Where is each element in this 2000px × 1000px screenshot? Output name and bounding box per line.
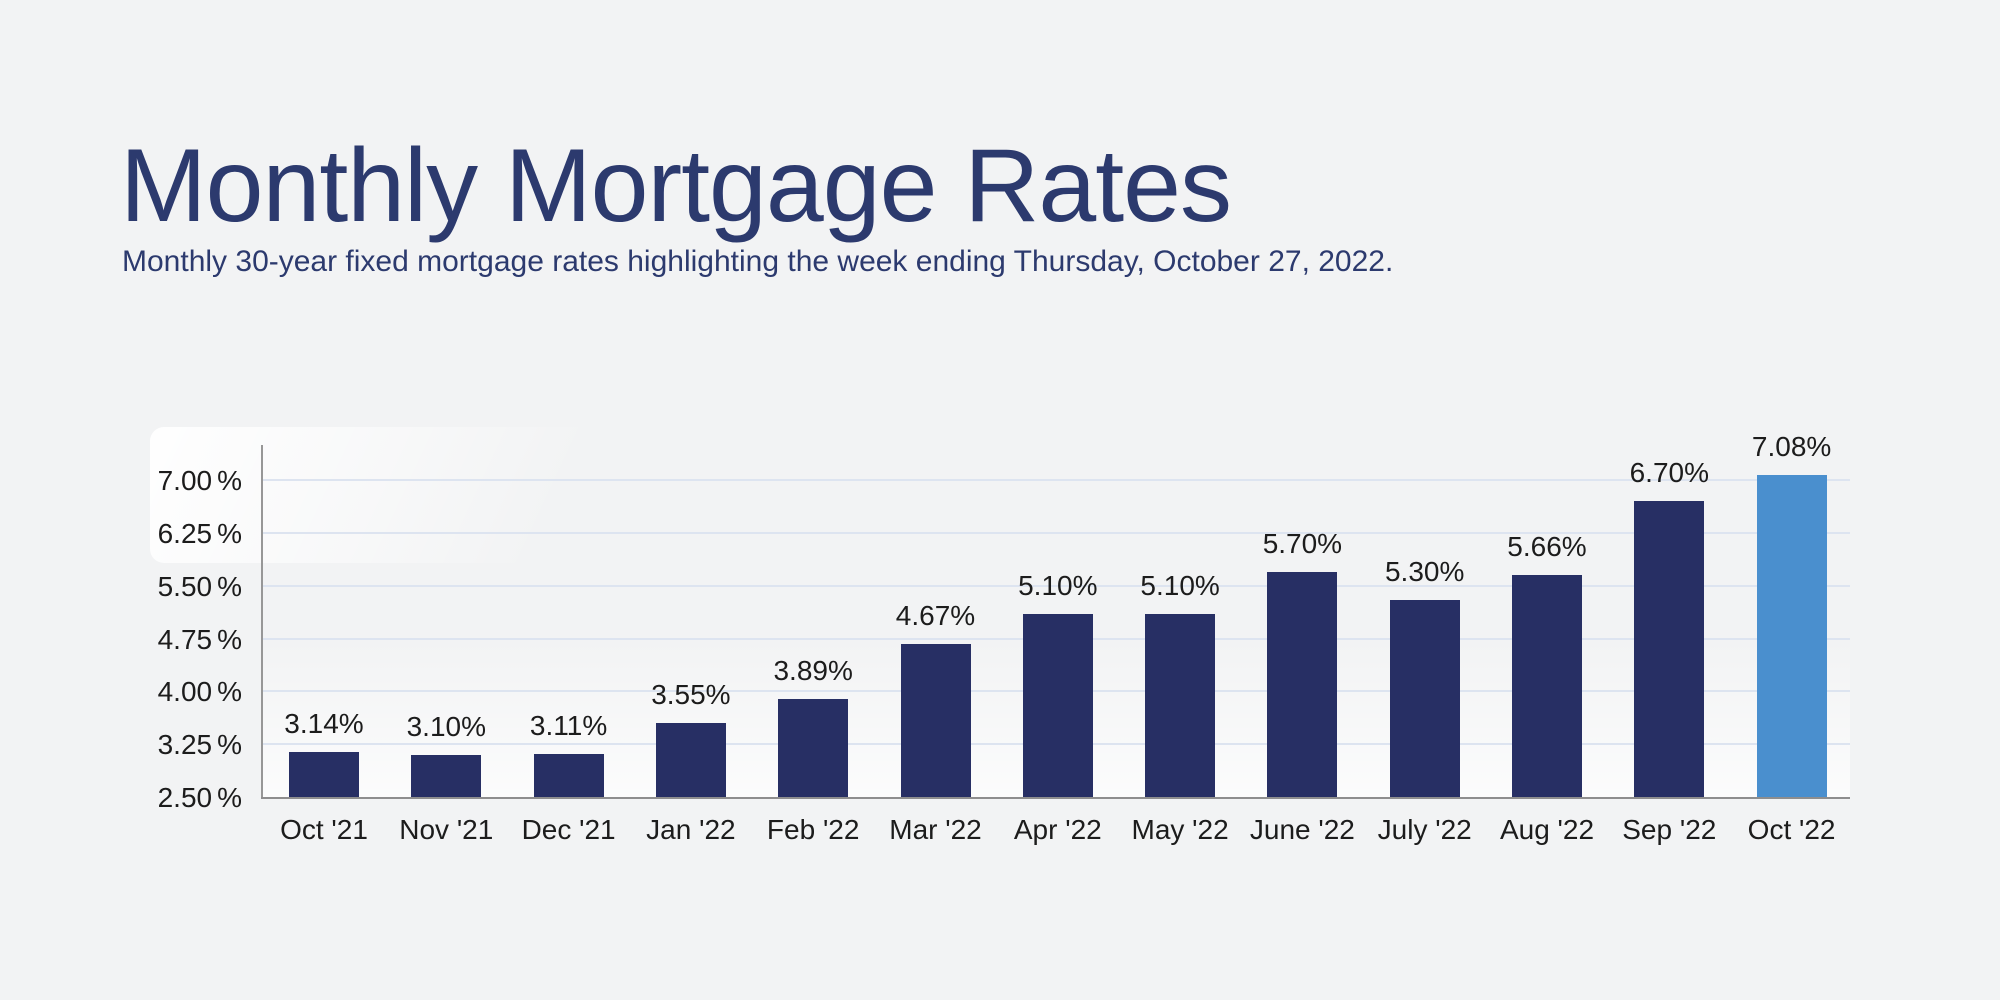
- x-axis-label: July '22: [1377, 814, 1472, 845]
- bar: [1267, 571, 1338, 797]
- percent-sign: %: [217, 623, 242, 655]
- bar: [533, 754, 604, 797]
- bar-value-label: 3.89%: [773, 655, 853, 687]
- bar: [655, 723, 726, 797]
- x-axis-label: Oct '22: [1747, 814, 1836, 845]
- bar-value-label: 5.70%: [1262, 527, 1343, 559]
- bar: [411, 754, 482, 797]
- x-axis-label: Apr '22: [1013, 814, 1102, 845]
- y-axis-tick-label: 2.50%: [157, 782, 242, 813]
- percent-sign: %: [217, 465, 242, 497]
- y-axis-tick-label: 5.50%: [157, 570, 242, 602]
- y-axis-tick-label: 7.00%: [157, 465, 242, 497]
- bar: [1145, 613, 1216, 797]
- bar-value-label: 3.14%: [284, 707, 364, 739]
- bar: [1634, 501, 1705, 797]
- bar: [1756, 474, 1827, 797]
- bar-value-label: 3.11%: [529, 710, 608, 742]
- x-axis-line: [261, 797, 1850, 799]
- bar: [289, 751, 359, 797]
- percent-sign: %: [217, 676, 242, 708]
- x-axis-label: Nov '21: [399, 814, 494, 845]
- bar-value-label: 5.30%: [1384, 555, 1465, 587]
- gridline: [263, 532, 1850, 534]
- bar: [778, 699, 849, 797]
- page-subtitle: Monthly 30-year fixed mortgage rates hig…: [122, 245, 1394, 278]
- page-title: Monthly Mortgage Rates: [120, 128, 1232, 244]
- bar-value-label: 5.66%: [1507, 530, 1587, 562]
- gridline: [263, 584, 1850, 587]
- bar-value-label: 4.67%: [895, 600, 976, 632]
- x-axis-label: June '22: [1249, 814, 1355, 845]
- percent-sign: %: [217, 729, 242, 761]
- bar: [1389, 599, 1460, 797]
- gridline: [263, 479, 1850, 482]
- bar-value-label: 7.08%: [1751, 430, 1832, 462]
- bar: [1512, 574, 1582, 797]
- x-axis-label: Feb '22: [766, 814, 860, 845]
- bar-value-label: 5.10%: [1018, 569, 1098, 601]
- x-axis-label: May '22: [1131, 814, 1229, 845]
- bar-value-label: 3.55%: [651, 679, 731, 711]
- percent-sign: %: [217, 782, 242, 813]
- x-axis-label: Oct '21: [280, 814, 368, 845]
- x-axis-label: Jan '22: [646, 814, 736, 845]
- bar-value-label: 6.70%: [1629, 457, 1709, 489]
- x-axis-label: Aug '22: [1499, 814, 1595, 845]
- y-axis-tick-label: 6.25%: [157, 518, 242, 549]
- x-axis-label: Sep '22: [1622, 814, 1717, 845]
- x-axis-label: Dec '21: [521, 814, 616, 845]
- y-axis-line: [261, 445, 263, 799]
- x-axis-label: Mar '22: [889, 814, 982, 845]
- percent-sign: %: [217, 518, 242, 549]
- y-axis-tick-label: 3.25%: [157, 729, 242, 761]
- bar-value-label: 5.10%: [1140, 569, 1220, 601]
- y-axis-tick-label: 4.75%: [157, 623, 242, 655]
- bar-value-label: 3.10%: [406, 710, 486, 742]
- bar: [1022, 613, 1093, 797]
- y-axis-tick-label: 4.00%: [157, 676, 242, 708]
- percent-sign: %: [217, 570, 242, 602]
- bar: [900, 644, 971, 797]
